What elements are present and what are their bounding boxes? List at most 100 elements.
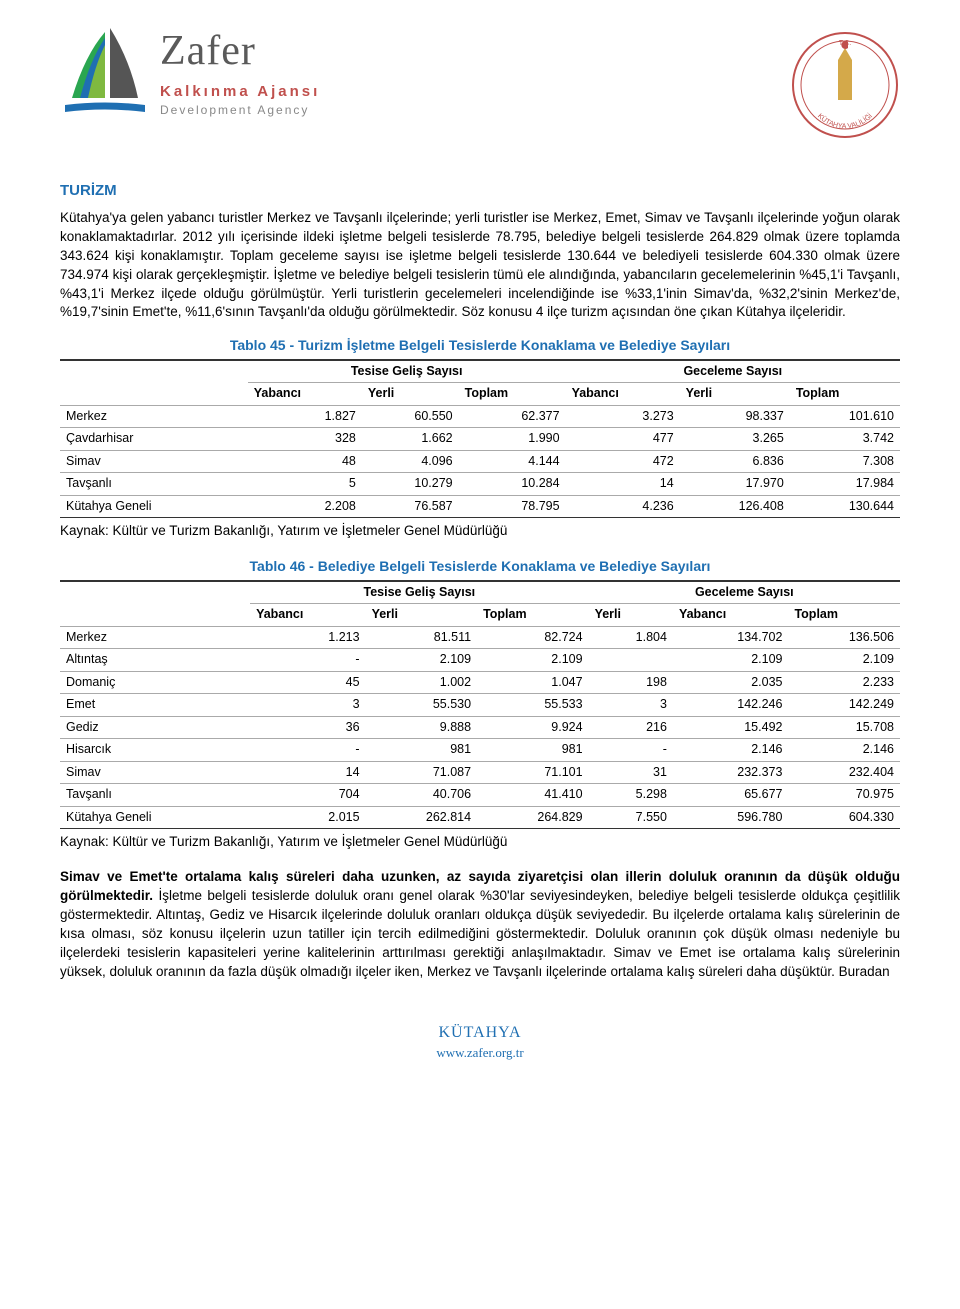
table-row: Hisarcık-981981-2.1462.146	[60, 739, 900, 762]
cell: 264.829	[477, 806, 589, 829]
table-row: Gediz369.8889.92421615.49215.708	[60, 716, 900, 739]
cell: 1.804	[589, 626, 673, 649]
sail-icon	[60, 20, 150, 120]
section-title: TURİZM	[60, 180, 900, 201]
row-label: Merkez	[60, 626, 250, 649]
cell: 2.015	[250, 806, 366, 829]
footer: KÜTAHYA www.zafer.org.tr	[60, 1022, 900, 1063]
col-header: Yerli	[362, 383, 459, 406]
col-header: Yerli	[366, 604, 478, 627]
cell: 704	[250, 784, 366, 807]
cell: 78.795	[459, 495, 566, 518]
row-label: Domaniç	[60, 671, 250, 694]
table-row: Merkez1.21381.51182.7241.804134.702136.5…	[60, 626, 900, 649]
table45: Tesise Geliş Sayısı Geceleme Sayısı Yaba…	[60, 359, 900, 519]
table-row: Altıntaş-2.1092.1092.1092.109	[60, 649, 900, 672]
cell: 2.233	[788, 671, 900, 694]
cell: 5.298	[589, 784, 673, 807]
cell: 2.109	[788, 649, 900, 672]
table45-source: Kaynak: Kültür ve Turizm Bakanlığı, Yatı…	[60, 522, 900, 541]
header: Zafer Kalkınma Ajansı Development Agency…	[60, 20, 900, 150]
cell: 17.970	[680, 473, 790, 496]
col-header: Yerli	[680, 383, 790, 406]
logo-text: Zafer Kalkınma Ajansı Development Agency	[160, 22, 320, 119]
cell: 126.408	[680, 495, 790, 518]
paragraph-intro: Kütahya'ya gelen yabancı turistler Merke…	[60, 209, 900, 322]
cell: 10.284	[459, 473, 566, 496]
paragraph-conclusion: Simav ve Emet'te ortalama kalış süreleri…	[60, 868, 900, 981]
svg-text:KÜTAHYA VALİLİĞİ: KÜTAHYA VALİLİĞİ	[816, 111, 874, 130]
cell: 98.337	[680, 405, 790, 428]
row-label: Hisarcık	[60, 739, 250, 762]
table-row: Tesise Geliş Sayısı Geceleme Sayısı	[60, 360, 900, 383]
cell: 4.236	[566, 495, 680, 518]
cell: 136.506	[788, 626, 900, 649]
cell: 2.208	[248, 495, 362, 518]
cell: 7.550	[589, 806, 673, 829]
row-label: Emet	[60, 694, 250, 717]
col-header: Toplam	[477, 604, 589, 627]
cell: 981	[366, 739, 478, 762]
cell: 2.146	[788, 739, 900, 762]
row-label: Merkez	[60, 405, 248, 428]
cell: 3.273	[566, 405, 680, 428]
logo-sub2: Development Agency	[160, 102, 320, 119]
cell	[589, 649, 673, 672]
cell: 134.702	[673, 626, 789, 649]
cell: 1.002	[366, 671, 478, 694]
cell: 76.587	[362, 495, 459, 518]
cell: -	[589, 739, 673, 762]
table46: Tesise Geliş Sayısı Geceleme Sayısı Yaba…	[60, 580, 900, 830]
cell: 981	[477, 739, 589, 762]
table-row: Simav484.0964.1444726.8367.308	[60, 450, 900, 473]
table-row: Emet355.53055.5333142.246142.249	[60, 694, 900, 717]
table-row: Kütahya Geneli2.015262.814264.8297.55059…	[60, 806, 900, 829]
cell: 82.724	[477, 626, 589, 649]
logo-main: Zafer	[160, 22, 320, 81]
cell: 7.308	[790, 450, 900, 473]
cell: 55.533	[477, 694, 589, 717]
cell: 198	[589, 671, 673, 694]
cell: 81.511	[366, 626, 478, 649]
cell: 101.610	[790, 405, 900, 428]
cell: 6.836	[680, 450, 790, 473]
cell: 14	[566, 473, 680, 496]
group-header: Tesise Geliş Sayısı	[248, 360, 566, 383]
cell: 3	[589, 694, 673, 717]
cell: 2.109	[673, 649, 789, 672]
col-header: Yabancı	[248, 383, 362, 406]
row-label: Çavdarhisar	[60, 428, 248, 451]
cell: 60.550	[362, 405, 459, 428]
table-row: Tesise Geliş Sayısı Geceleme Sayısı	[60, 581, 900, 604]
cell: 5	[248, 473, 362, 496]
cell: 604.330	[788, 806, 900, 829]
cell: 3.742	[790, 428, 900, 451]
col-header: Yerli	[589, 604, 673, 627]
cell: 477	[566, 428, 680, 451]
group-header: Tesise Geliş Sayısı	[250, 581, 589, 604]
cell: 2.035	[673, 671, 789, 694]
row-label: Kütahya Geneli	[60, 806, 250, 829]
cell: 328	[248, 428, 362, 451]
cell: 40.706	[366, 784, 478, 807]
col-header: Yabancı	[250, 604, 366, 627]
group-header: Geceleme Sayısı	[566, 360, 900, 383]
col-header: Toplam	[788, 604, 900, 627]
cell: 31	[589, 761, 673, 784]
row-label: Kütahya Geneli	[60, 495, 248, 518]
table-row: Tavşanlı510.27910.2841417.97017.984	[60, 473, 900, 496]
footer-city: KÜTAHYA	[60, 1022, 900, 1044]
cell: 596.780	[673, 806, 789, 829]
cell: -	[250, 649, 366, 672]
cell: 1.990	[459, 428, 566, 451]
para-rest: İşletme belgeli tesislerde doluluk oranı…	[60, 888, 900, 979]
cell: 4.096	[362, 450, 459, 473]
cell: 9.924	[477, 716, 589, 739]
cell: 472	[566, 450, 680, 473]
table-row: Merkez1.82760.55062.3773.27398.337101.61…	[60, 405, 900, 428]
table46-source: Kaynak: Kültür ve Turizm Bakanlığı, Yatı…	[60, 833, 900, 852]
cell: 9.888	[366, 716, 478, 739]
row-label: Altıntaş	[60, 649, 250, 672]
cell: 262.814	[366, 806, 478, 829]
row-label: Simav	[60, 450, 248, 473]
